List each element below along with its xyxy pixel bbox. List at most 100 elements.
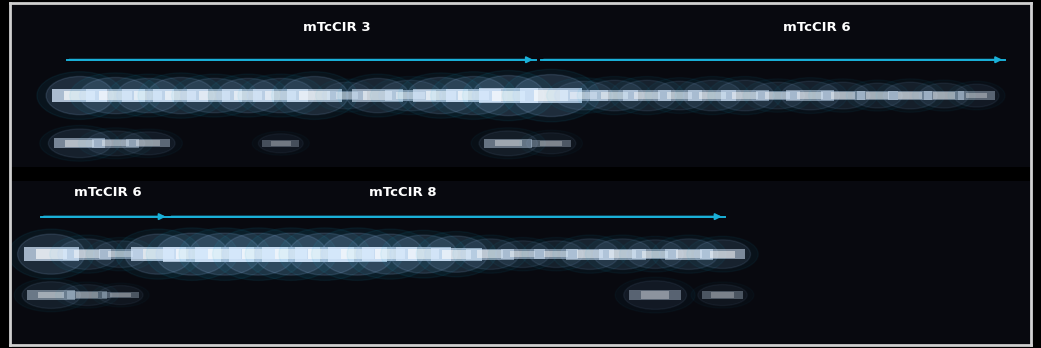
Ellipse shape xyxy=(181,78,248,113)
Ellipse shape xyxy=(883,82,937,109)
Ellipse shape xyxy=(627,240,683,268)
Ellipse shape xyxy=(919,83,968,108)
Bar xyxy=(162,247,222,262)
Ellipse shape xyxy=(36,72,123,119)
Ellipse shape xyxy=(121,132,175,155)
Bar xyxy=(458,91,489,100)
Text: mTcCIR 8: mTcCIR 8 xyxy=(370,186,437,199)
Ellipse shape xyxy=(561,239,619,269)
Bar xyxy=(544,251,568,258)
Bar xyxy=(710,251,735,258)
Bar xyxy=(336,92,358,99)
Bar xyxy=(721,90,769,101)
Bar xyxy=(958,92,995,100)
Ellipse shape xyxy=(98,285,143,304)
Ellipse shape xyxy=(585,235,660,273)
Ellipse shape xyxy=(238,74,324,117)
Bar xyxy=(153,89,208,102)
Ellipse shape xyxy=(513,74,589,117)
Text: mTcCIR 6: mTcCIR 6 xyxy=(783,21,850,34)
Bar xyxy=(632,249,678,259)
Ellipse shape xyxy=(683,80,741,111)
Ellipse shape xyxy=(347,229,433,279)
Bar xyxy=(534,250,578,259)
Bar xyxy=(534,90,568,101)
Bar xyxy=(496,140,522,147)
Bar xyxy=(262,140,299,147)
Bar xyxy=(923,91,964,100)
Bar xyxy=(866,93,889,99)
Bar xyxy=(327,91,367,100)
Ellipse shape xyxy=(46,77,113,114)
Bar xyxy=(110,293,131,298)
Ellipse shape xyxy=(347,78,409,113)
Bar xyxy=(92,139,139,148)
Ellipse shape xyxy=(694,240,751,268)
Ellipse shape xyxy=(653,81,707,110)
Bar xyxy=(396,247,451,261)
Bar xyxy=(570,92,598,99)
Bar xyxy=(37,292,65,299)
Bar xyxy=(52,89,107,102)
Bar xyxy=(658,90,702,101)
Bar xyxy=(641,292,669,299)
Ellipse shape xyxy=(223,233,295,275)
Bar xyxy=(296,247,354,262)
Bar xyxy=(510,251,535,258)
Ellipse shape xyxy=(381,230,466,278)
Bar xyxy=(665,249,713,260)
Bar xyxy=(341,249,374,259)
Ellipse shape xyxy=(527,133,576,154)
Ellipse shape xyxy=(697,285,747,306)
Ellipse shape xyxy=(179,228,271,280)
Ellipse shape xyxy=(8,229,94,279)
Bar xyxy=(24,247,79,261)
Bar xyxy=(123,89,174,102)
Ellipse shape xyxy=(323,82,372,109)
Ellipse shape xyxy=(108,74,188,117)
Bar xyxy=(590,90,638,101)
Ellipse shape xyxy=(156,233,228,275)
Bar xyxy=(65,91,95,100)
Ellipse shape xyxy=(255,233,327,275)
Bar xyxy=(700,249,745,259)
Ellipse shape xyxy=(624,281,687,309)
Bar xyxy=(431,248,482,261)
Bar xyxy=(308,249,341,259)
Bar xyxy=(479,88,537,103)
Bar xyxy=(540,141,562,146)
Bar xyxy=(624,90,670,101)
Bar xyxy=(888,91,933,100)
Bar xyxy=(74,250,100,258)
Bar xyxy=(102,292,138,299)
Bar xyxy=(599,249,646,260)
Ellipse shape xyxy=(425,236,487,272)
Bar xyxy=(630,290,681,300)
Bar xyxy=(484,139,532,148)
Bar xyxy=(108,251,133,258)
Bar xyxy=(99,91,132,100)
Ellipse shape xyxy=(379,80,441,111)
Text: mTcCIR 6: mTcCIR 6 xyxy=(74,186,142,199)
Ellipse shape xyxy=(94,241,148,268)
Ellipse shape xyxy=(322,233,393,275)
Text: mTcCIR 3: mTcCIR 3 xyxy=(303,21,371,34)
Bar xyxy=(688,90,736,101)
Ellipse shape xyxy=(617,80,677,111)
Ellipse shape xyxy=(172,74,257,117)
Bar xyxy=(519,88,582,103)
Bar xyxy=(634,92,660,100)
Bar xyxy=(166,91,196,100)
Ellipse shape xyxy=(440,77,507,114)
Bar xyxy=(375,249,405,259)
Ellipse shape xyxy=(281,77,348,114)
Bar xyxy=(265,91,296,100)
Bar xyxy=(396,92,425,100)
Bar xyxy=(67,291,107,299)
Ellipse shape xyxy=(246,228,336,280)
Bar xyxy=(242,249,275,259)
Bar xyxy=(531,140,572,147)
Bar xyxy=(76,292,98,298)
Ellipse shape xyxy=(208,74,288,117)
Bar xyxy=(234,91,262,100)
